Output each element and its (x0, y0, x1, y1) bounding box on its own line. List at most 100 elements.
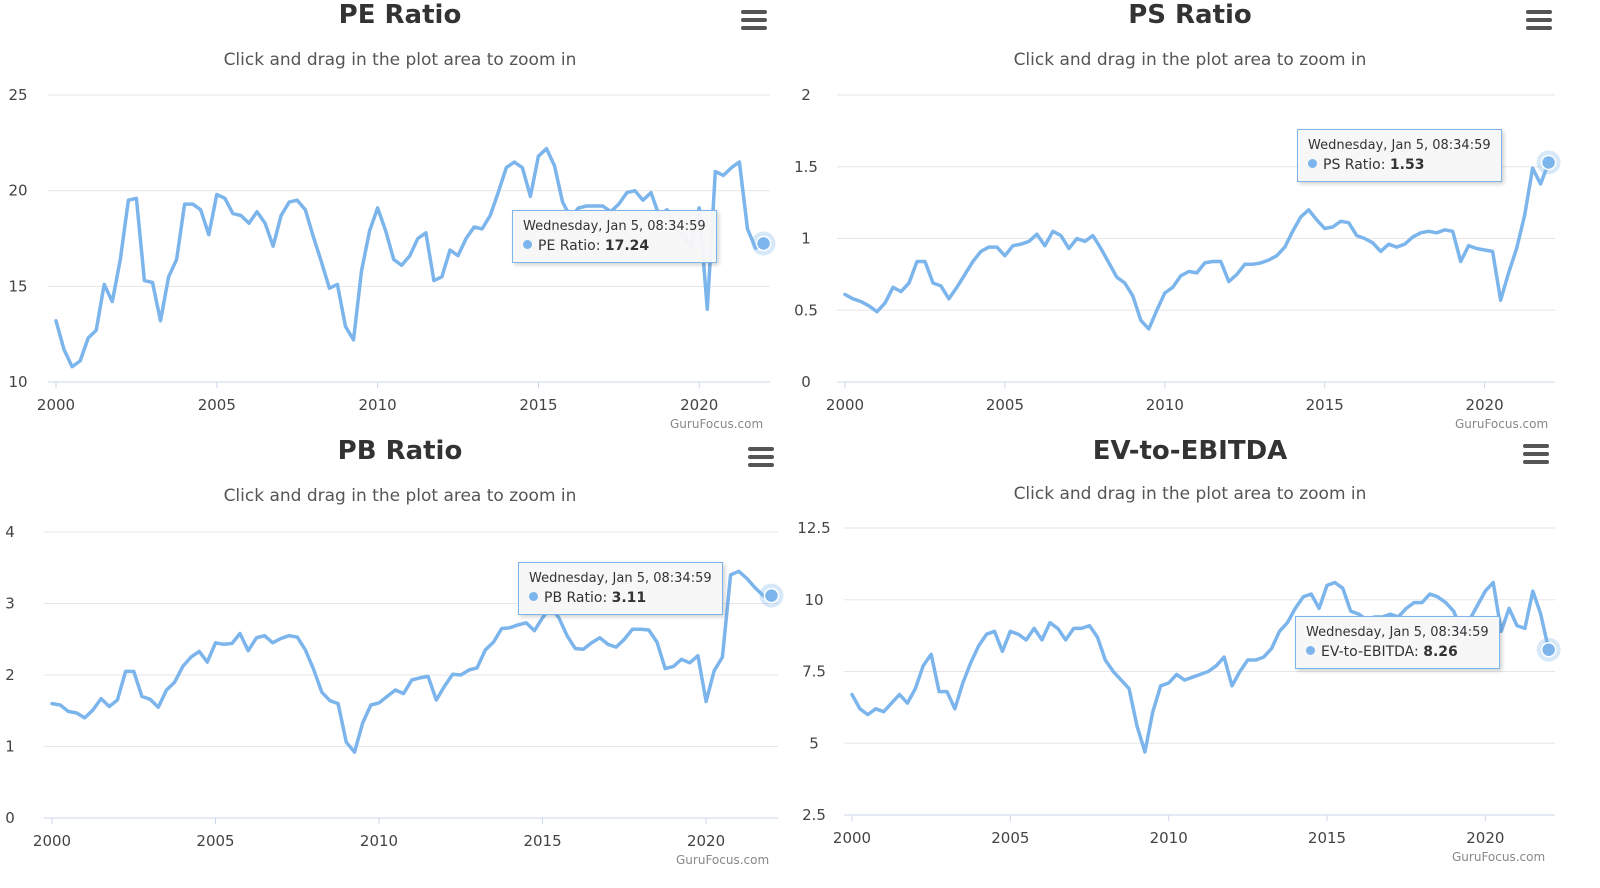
y-tick-label: 0 (5, 809, 15, 827)
x-tick-label: 2005 (196, 832, 234, 850)
hamburger-menu-icon (1523, 444, 1549, 448)
chart-title: EV-to-EBITDA (1092, 436, 1288, 466)
tooltip-value: 8.26 (1423, 644, 1458, 660)
tooltip-value: 3.11 (611, 590, 647, 606)
chart-title: PS Ratio (1128, 0, 1252, 30)
chart-title: PB Ratio (337, 436, 463, 466)
y-tick-label: 1 (5, 738, 15, 756)
y-tick-label: 25 (8, 86, 27, 104)
hamburger-menu-icon (741, 18, 767, 22)
hover-point[interactable] (1540, 641, 1557, 658)
tooltip-date: Wednesday, Jan 5, 08:34:59 (1308, 138, 1491, 153)
chart-menu-button[interactable] (741, 10, 767, 32)
x-tick-label: 2020 (680, 396, 718, 414)
series-marker-icon (523, 240, 532, 249)
credit-link[interactable]: GuruFocus.com (670, 417, 764, 431)
y-tick-label: 0.5 (794, 301, 818, 319)
y-tick-label: 2 (801, 86, 811, 104)
y-tick-label: 15 (8, 277, 27, 295)
y-tick-label: 0 (801, 373, 811, 391)
hover-point[interactable] (1540, 154, 1557, 171)
credit-link[interactable]: GuruFocus.com (676, 853, 770, 867)
tooltip-series-name: PS Ratio (1323, 157, 1381, 173)
x-tick-label: 2005 (198, 396, 236, 414)
y-tick-label: 4 (5, 523, 15, 541)
hamburger-menu-icon (1523, 452, 1549, 456)
x-tick-label: 2010 (359, 396, 397, 414)
hover-point[interactable] (755, 235, 772, 252)
hamburger-menu-icon (1526, 18, 1552, 22)
x-tick-label: 2000 (37, 396, 75, 414)
series-line[interactable] (54, 146, 766, 369)
x-tick-label: 2000 (33, 832, 71, 850)
series-line[interactable] (50, 569, 774, 754)
x-tick-label: 2015 (1306, 396, 1344, 414)
x-tick-label: 2005 (986, 396, 1024, 414)
hamburger-menu-icon (741, 10, 767, 14)
pb-ratio-chart-panel: PB Ratio Click and drag in the plot area… (0, 436, 800, 880)
x-tick-label: 2020 (1466, 396, 1504, 414)
chart-subtitle: Click and drag in the plot area to zoom … (223, 50, 577, 70)
tooltip-series-name: EV-to-EBITDA (1321, 644, 1415, 660)
x-tick-label: 2015 (523, 832, 561, 850)
chart-tooltip: Wednesday, Jan 5, 08:34:59 PB Ratio: 3.1… (518, 562, 723, 615)
hamburger-menu-icon (1526, 10, 1552, 14)
chart-tooltip: Wednesday, Jan 5, 08:34:59 PS Ratio: 1.5… (1297, 129, 1502, 182)
hamburger-menu-icon (748, 455, 774, 459)
hamburger-menu-icon (1526, 26, 1552, 30)
x-tick-label: 2015 (1308, 829, 1346, 847)
x-tick-label: 2010 (360, 832, 398, 850)
tooltip-date: Wednesday, Jan 5, 08:34:59 (523, 219, 706, 234)
x-tick-label: 2020 (1466, 829, 1504, 847)
credit-link[interactable]: GuruFocus.com (1455, 417, 1549, 431)
hover-point[interactable] (763, 587, 780, 604)
ev-to-ebitda-line-chart[interactable]: 2.5 5 7.5 10 12.5 2000 2005 2010 2015 2020 (790, 436, 1590, 880)
pe-ratio-line-chart[interactable]: 10 15 20 25 2000 2005 2010 2015 2020 (0, 0, 800, 444)
chart-title: PE Ratio (338, 0, 462, 30)
y-tick-label: 12.5 (797, 519, 830, 537)
y-tick-label: 20 (8, 182, 27, 200)
y-tick-label: 5 (809, 734, 819, 752)
ps-ratio-chart-panel: PS Ratio Click and drag in the plot area… (790, 0, 1590, 444)
chart-menu-button[interactable] (748, 447, 774, 469)
hamburger-menu-icon (748, 463, 774, 467)
series-marker-icon (1308, 159, 1317, 168)
credit-link[interactable]: GuruFocus.com (1452, 850, 1546, 864)
x-tick-label: 2010 (1150, 829, 1188, 847)
hamburger-menu-icon (1523, 460, 1549, 464)
pb-ratio-line-chart[interactable]: 0 1 2 3 4 2000 2005 2010 2015 2020 (0, 436, 800, 880)
hamburger-menu-icon (748, 447, 774, 451)
tooltip-value: 17.24 (604, 238, 650, 254)
y-tick-label: 2 (5, 666, 15, 684)
chart-subtitle: Click and drag in the plot area to zoom … (223, 486, 577, 506)
hamburger-menu-icon (741, 26, 767, 30)
y-tick-label: 10 (804, 591, 823, 609)
tooltip-date: Wednesday, Jan 5, 08:34:59 (1306, 625, 1489, 640)
chart-menu-button[interactable] (1526, 10, 1552, 32)
chart-tooltip: Wednesday, Jan 5, 08:34:59 EV-to-EBITDA:… (1295, 616, 1500, 669)
pe-ratio-chart-panel: PE Ratio Click and drag in the plot area… (0, 0, 800, 444)
x-tick-label: 2020 (687, 832, 725, 850)
x-tick-label: 2010 (1146, 396, 1184, 414)
chart-subtitle: Click and drag in the plot area to zoom … (1013, 50, 1367, 70)
tooltip-series-name: PB Ratio (544, 590, 603, 606)
y-tick-label: 3 (5, 595, 15, 613)
chart-tooltip: Wednesday, Jan 5, 08:34:59 PE Ratio: 17.… (512, 210, 717, 263)
y-tick-label: 10 (8, 373, 27, 391)
x-tick-label: 2000 (833, 829, 871, 847)
x-tick-label: 2005 (991, 829, 1029, 847)
chart-menu-button[interactable] (1523, 444, 1549, 466)
x-tick-label: 2015 (519, 396, 557, 414)
x-tick-label: 2000 (826, 396, 864, 414)
ps-ratio-line-chart[interactable]: 0 0.5 1 1.5 2 2000 2005 2010 2015 2020 (790, 0, 1590, 444)
series-line[interactable] (843, 160, 1551, 331)
series-line[interactable] (850, 580, 1551, 754)
y-tick-label: 7.5 (802, 663, 826, 681)
series-marker-icon (1306, 646, 1315, 655)
tooltip-series-name: PE Ratio (538, 238, 596, 254)
y-tick-label: 1 (801, 230, 811, 248)
y-tick-label: 2.5 (802, 806, 826, 824)
series-marker-icon (529, 592, 538, 601)
tooltip-value: 1.53 (1389, 157, 1425, 173)
ev-to-ebitda-chart-panel: EV-to-EBITDA Click and drag in the plot … (790, 436, 1590, 880)
